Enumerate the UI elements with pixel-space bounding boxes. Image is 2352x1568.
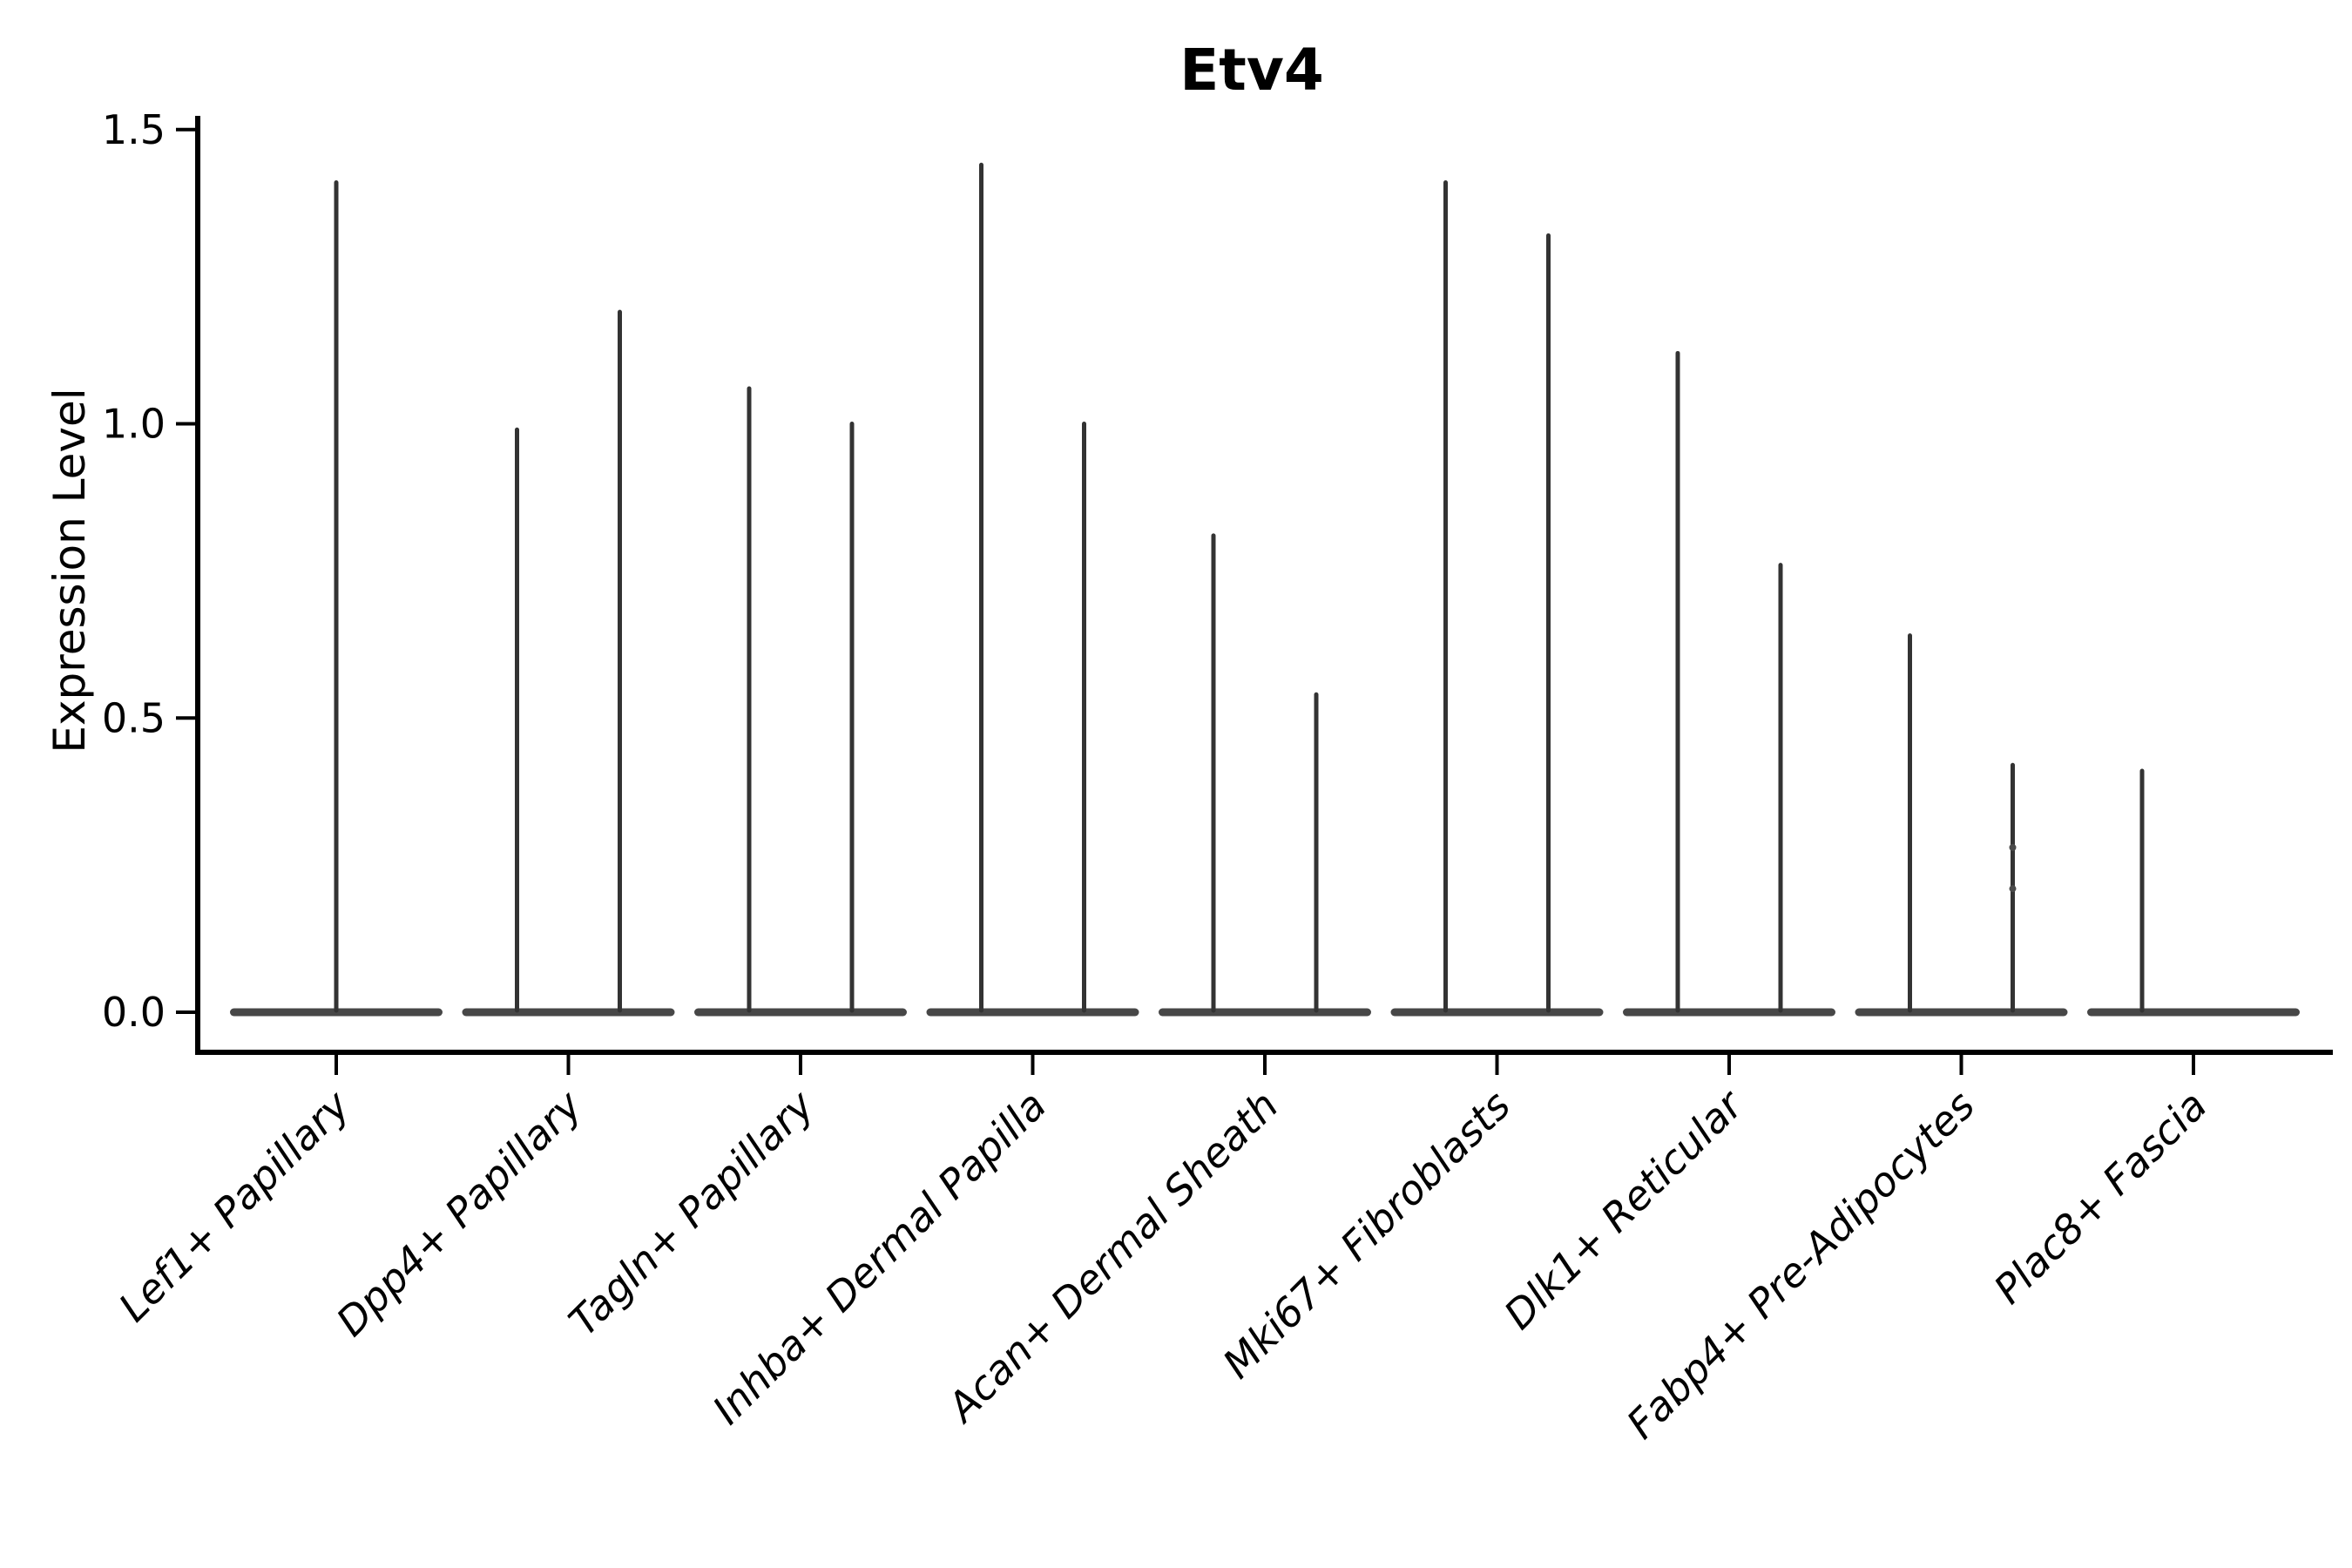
y-tick-label: 1.0 bbox=[102, 401, 166, 448]
x-tick-label: Plac8+ Fascia bbox=[1984, 1082, 2215, 1313]
violin-base bbox=[1623, 1008, 1835, 1017]
violin-base bbox=[926, 1008, 1139, 1017]
y-axis-label: Expression Level bbox=[44, 388, 95, 753]
x-tick-label: Dpp4+ Papillary bbox=[328, 1081, 591, 1345]
violin-dot bbox=[2009, 843, 2017, 851]
x-tick-label: Tagln+ Papillary bbox=[559, 1081, 823, 1345]
violin-dot bbox=[2009, 885, 2017, 893]
x-axis-ticks bbox=[335, 1052, 2195, 1075]
y-tick-label: 0.0 bbox=[102, 989, 166, 1036]
violin-base bbox=[1855, 1008, 2068, 1017]
chart-title: Etv4 bbox=[1179, 37, 1324, 104]
violin-base bbox=[462, 1008, 675, 1017]
violin-base bbox=[1159, 1008, 1371, 1017]
violin-base bbox=[694, 1008, 907, 1017]
y-tick-label: 1.5 bbox=[102, 106, 166, 153]
x-tick-label: Dlk1+ Reticular bbox=[1495, 1079, 1754, 1338]
y-axis-ticks: 0.0 0.5 1.0 1.5 bbox=[102, 106, 198, 1036]
x-tick-label: Lef1+ Papillary bbox=[110, 1081, 359, 1330]
violin-base bbox=[1390, 1008, 1604, 1017]
y-tick-label: 0.5 bbox=[102, 694, 166, 741]
violins-layer bbox=[230, 162, 2300, 1017]
violin-base bbox=[2087, 1008, 2300, 1017]
